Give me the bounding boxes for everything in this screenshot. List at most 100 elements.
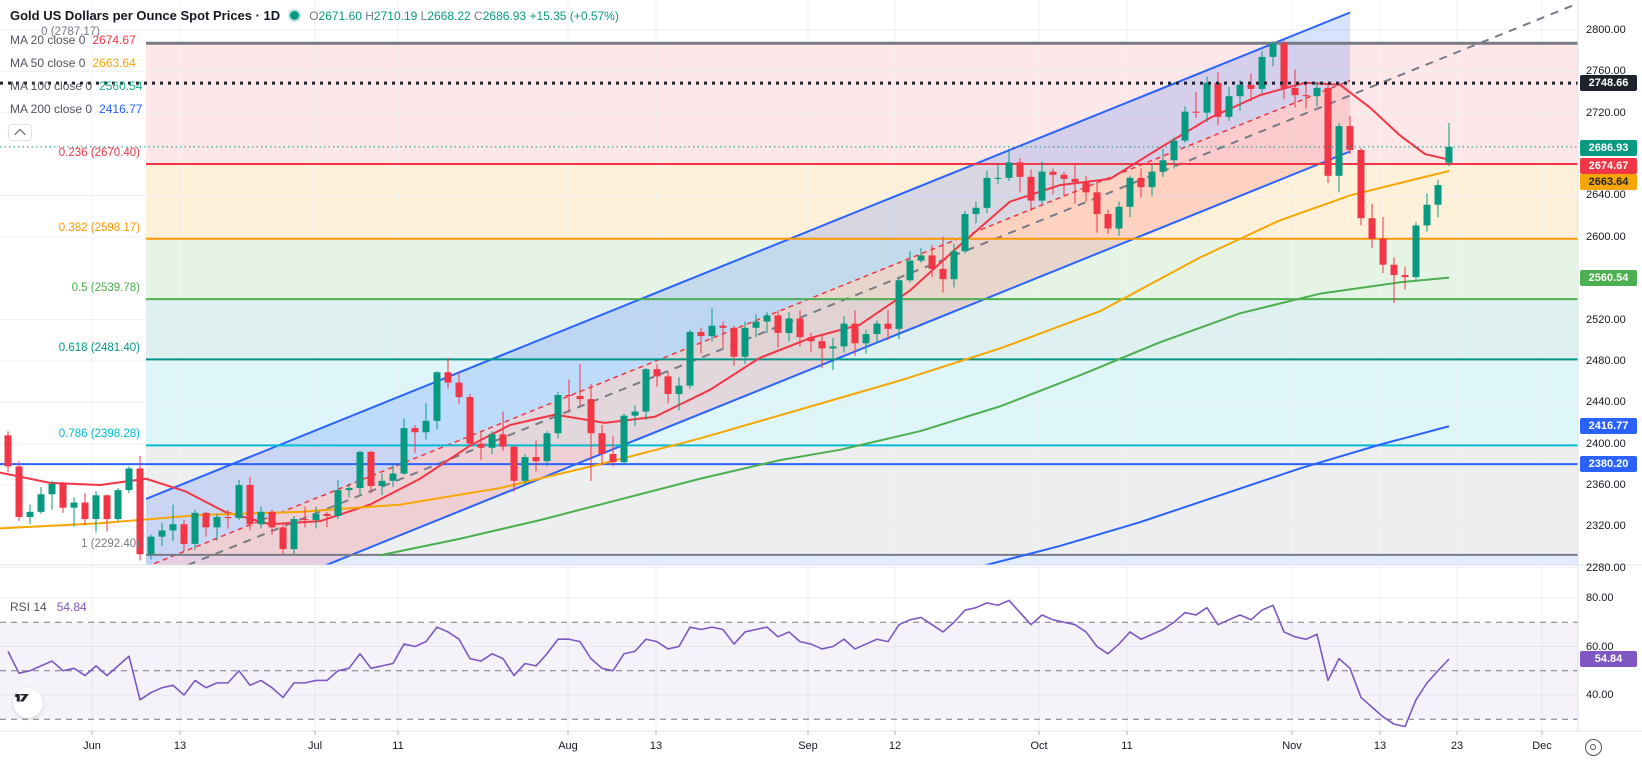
candle-body [1049,171,1057,175]
time-axis-label: Sep [798,740,818,752]
candle-body [147,536,155,555]
time-axis-label: 13 [1373,740,1387,752]
candle-body [389,473,397,481]
price-tick-label: 2320.00 [1586,520,1626,533]
ma-legend-value: 2416.77 [99,102,143,116]
price-badge: 2380.20 [1580,456,1637,472]
candle-body [114,490,122,520]
candle-body [103,495,111,520]
time-axis-label: Jun [83,740,101,752]
candles [4,40,1453,561]
candle-body [1390,264,1398,276]
ohlc-values: O2671.60 H2710.19 L2668.22 C2686.93 +15.… [309,9,619,23]
ma-legend-value: 2674.67 [92,33,136,47]
price-badge: 2674.67 [1580,158,1637,174]
time-axis-label: Oct [1030,740,1048,752]
candle-body [477,443,485,448]
time-axis-label: 11 [1121,740,1133,752]
time-axis-label: 11 [392,740,404,752]
price-badge: 2686.93 [1580,140,1637,156]
channel-inner-dashed-line [148,79,1351,565]
rsi-value: 54.84 [56,600,87,614]
candle-body [598,433,606,454]
ma-legend-row[interactable]: MA 200 close 0 2416.77 [10,102,142,116]
candle-body [213,517,221,528]
ma-legend-row[interactable]: MA 100 close 0 2560.54 [10,79,142,93]
candle-body [411,428,419,433]
candle-body [1434,185,1442,205]
rsi-tick-label: 60.00 [1586,640,1614,653]
candle-body [1137,177,1145,188]
ohlc-value: 2671.60 [318,8,366,23]
price-tick-label: 2640.00 [1586,189,1626,202]
symbol-legend[interactable]: Gold US Dollars per Ounce Spot Prices · … [10,8,619,23]
price-badge: 2663.64 [1580,174,1637,190]
price-tick-label: 2720.00 [1586,106,1626,119]
rsi-legend[interactable]: RSI 14 54.84 [10,600,87,614]
candle-body [334,490,342,516]
candle-body [37,494,45,512]
candle-body [257,511,265,525]
candle-body [158,530,166,537]
price-badge: 2416.77 [1580,418,1637,434]
candle-body [983,177,991,208]
fib-level-label: 0.382 (2598.17) [58,221,140,234]
candle-body [1357,149,1365,219]
candle-body [81,502,89,520]
candle-body [928,255,936,269]
candle-body [301,519,309,521]
candle-body [840,323,848,347]
ma200-line [982,425,1450,565]
candle-body [125,468,133,491]
candle-body [1170,140,1178,161]
candle-body [1027,176,1035,201]
price-badge: 2560.54 [1580,270,1637,286]
candle-body [1346,126,1354,150]
candle-body [1005,162,1013,178]
candle-body [697,331,705,337]
candle-body [1368,218,1376,239]
candle-body [202,512,210,528]
price-tick-label: 2360.00 [1586,478,1626,491]
price-tick-label: 2800.00 [1586,24,1626,36]
candle-body [807,337,815,342]
ma-legend-row[interactable]: MA 50 close 0 2663.64 [10,56,136,70]
candle-body [675,385,683,394]
fib-level-label: 1 (2292.40) [81,537,140,550]
candle-body [1159,160,1167,172]
price-badge: 2748.66 [1580,75,1637,91]
ohlc-value: 2686.93 [482,8,530,23]
price-tick-label: 2480.00 [1586,354,1626,367]
candle-body [1214,82,1222,117]
symbol-title[interactable]: Gold US Dollars per Ounce Spot Prices · … [10,8,281,23]
candle-body [752,321,760,328]
candle-body [521,457,529,481]
time-axis-label: Jul [307,740,323,752]
rsi-tick-label: 40.00 [1586,689,1614,701]
market-status-icon [290,11,300,20]
candle-body [1445,146,1453,163]
time-axis-label: 13 [173,740,187,752]
collapse-legend-button[interactable] [8,124,32,141]
candle-body [939,268,947,280]
price-tick-label: 2600.00 [1586,230,1626,243]
chevron-up-icon [14,128,26,140]
axis-settings-icon[interactable] [1585,739,1602,756]
candle-body [565,395,573,397]
rsi-badge: 54.84 [1580,651,1637,667]
candle-body [708,325,716,337]
candle-body [620,415,628,463]
time-axis-label: 12 [888,740,902,752]
candle-body [1269,43,1277,57]
ohlc-value: 2710.19 [373,8,421,23]
fib-band [146,554,1578,565]
candle-body [488,434,496,448]
candle-body [1060,174,1068,179]
candle-body [1335,126,1343,176]
ma-legend-row[interactable]: MA 20 close 0 2674.67 [10,33,136,47]
candle-body [543,433,551,462]
candle-body [4,435,12,467]
channel-upper-line [145,11,1351,500]
tradingview-logo[interactable] [13,688,43,718]
